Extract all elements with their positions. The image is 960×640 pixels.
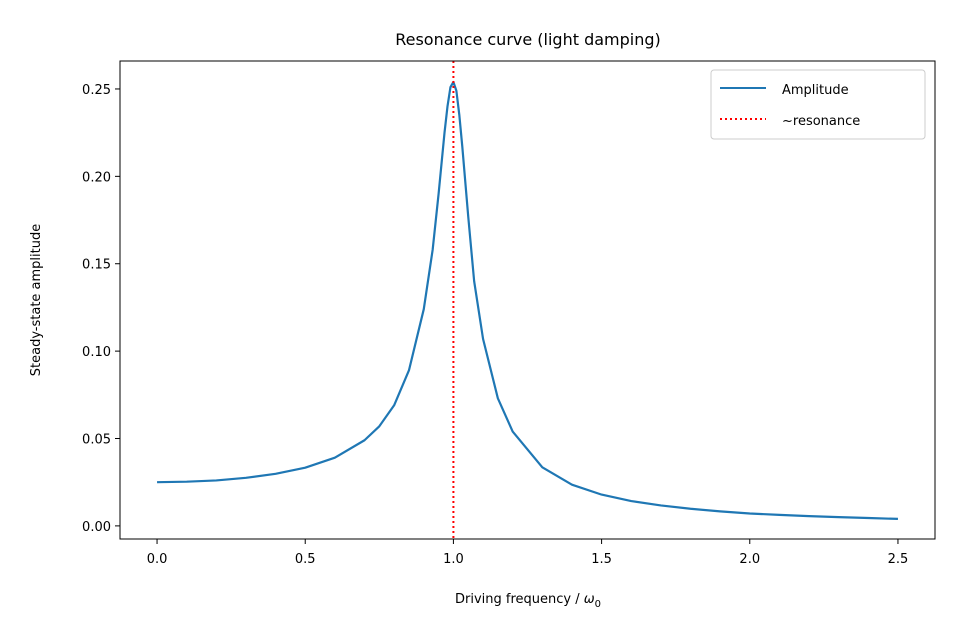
legend-label-resonance: ~resonance xyxy=(782,114,860,129)
y-tick-label: 0.25 xyxy=(82,83,111,98)
y-axis: 0.00 0.05 0.10 0.15 0.20 0.25 xyxy=(82,83,120,535)
x-axis-label-text: Driving frequency / xyxy=(455,592,584,607)
x-tick-label: 0.0 xyxy=(147,552,168,567)
axes-frame xyxy=(119,60,936,540)
y-tick-label: 0.00 xyxy=(82,520,111,535)
x-axis-label: Driving frequency / ω0 xyxy=(455,592,601,610)
y-tick-label: 0.05 xyxy=(82,433,111,448)
x-axis-label-symbol: ω xyxy=(584,592,595,607)
y-tick-label: 0.15 xyxy=(82,258,111,273)
x-tick-label: 1.0 xyxy=(443,552,464,567)
x-tick-label: 0.5 xyxy=(295,552,316,567)
plot-area xyxy=(157,61,898,539)
legend-label-amplitude: Amplitude xyxy=(782,83,849,98)
series-amplitude-line xyxy=(157,80,898,520)
x-tick-label: 2.0 xyxy=(739,552,760,567)
x-axis-label-subscript: 0 xyxy=(595,599,601,610)
legend: Amplitude ~resonance xyxy=(710,69,926,140)
x-tick-label: 1.5 xyxy=(591,552,612,567)
y-axis-label: Steady-state amplitude xyxy=(29,224,44,376)
y-tick-label: 0.10 xyxy=(82,345,111,360)
chart-title: Resonance curve (light damping) xyxy=(395,30,661,49)
x-tick-label: 2.5 xyxy=(888,552,909,567)
y-tick-label: 0.20 xyxy=(82,170,111,185)
x-axis: 0.0 0.5 1.0 1.5 2.0 2.5 xyxy=(147,539,909,567)
